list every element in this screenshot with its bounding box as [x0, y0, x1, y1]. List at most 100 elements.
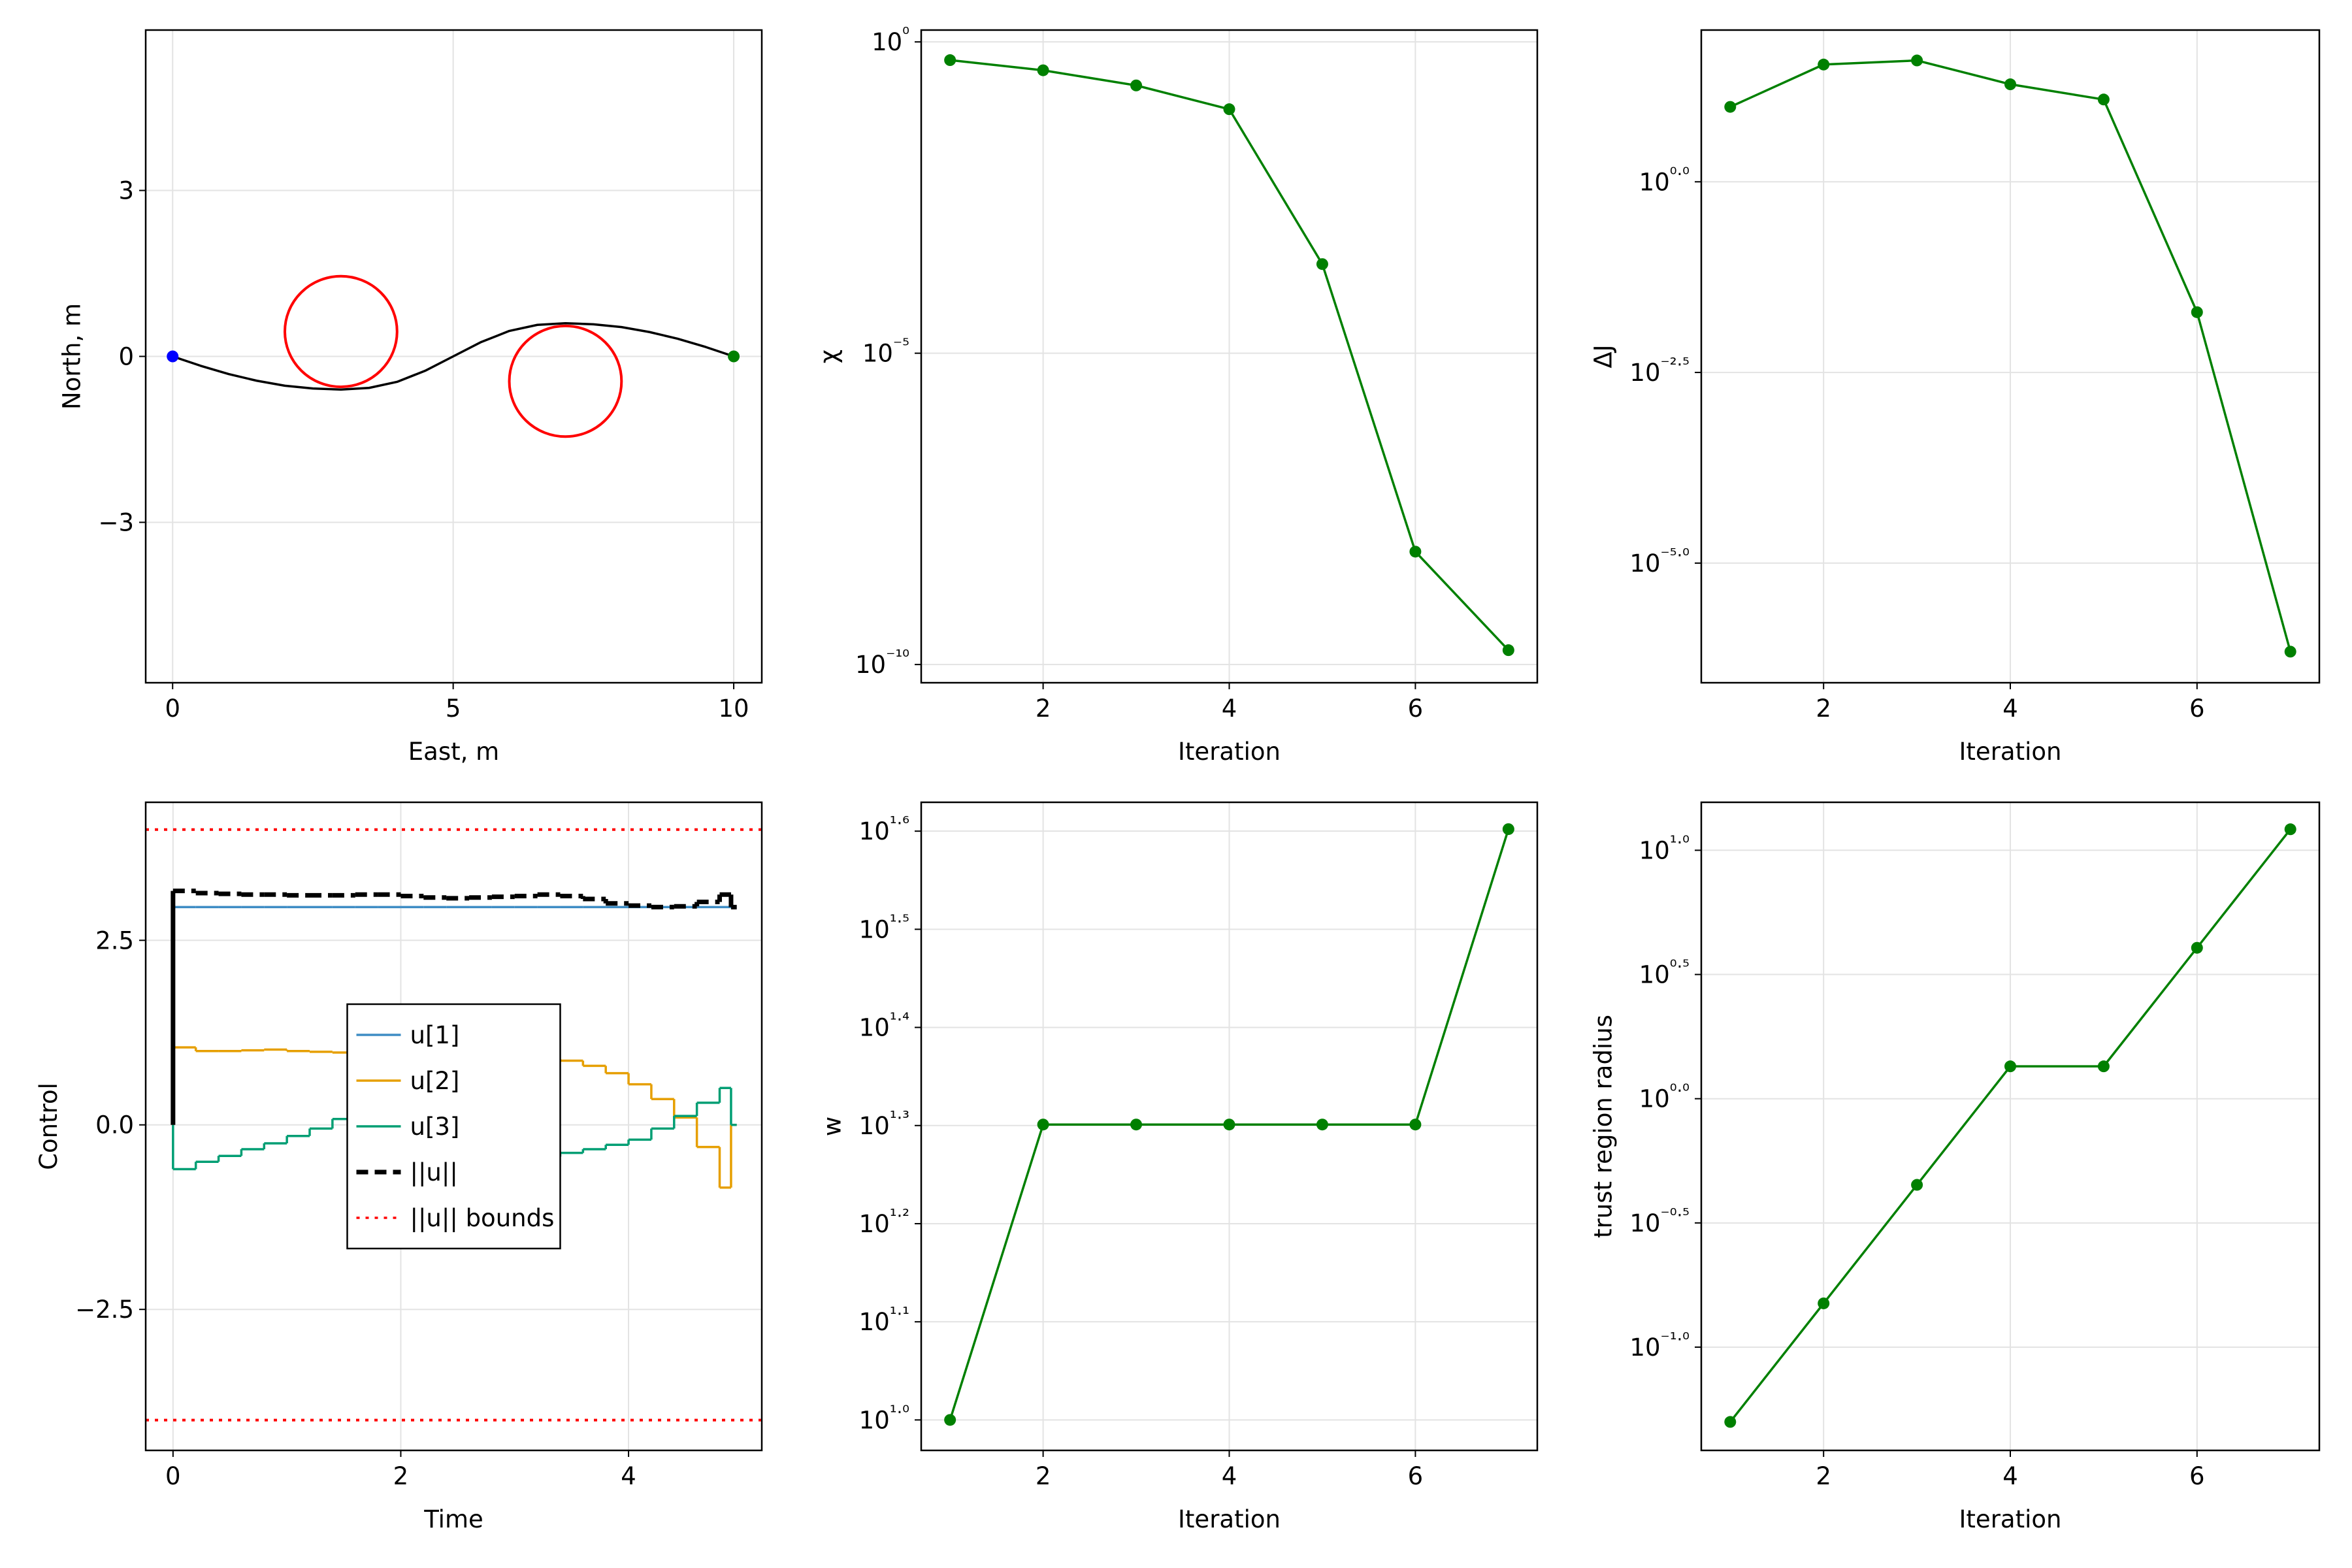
data-point	[2191, 306, 2203, 318]
data-point	[728, 350, 740, 363]
series-line	[172, 321, 734, 391]
x-tick-label: 2	[1036, 1462, 1051, 1490]
x-tick-label: 2	[393, 1462, 409, 1490]
y-tick-label: 10⁻²·⁵	[1629, 355, 1690, 387]
x-tick-label: 10	[719, 694, 749, 723]
panel: 0 2 4 −2.5 0.0 2.5 Time Control u[1] u[2] u[3] ||u|…	[35, 801, 763, 1533]
y-tick-label: 10¹·⁰	[1639, 832, 1690, 864]
y-tick-label: 10⁻⁰·⁵	[1629, 1205, 1690, 1237]
axes-frame	[1700, 801, 2321, 1452]
data-point	[1037, 1119, 1049, 1131]
x-axis-label: East, m	[408, 738, 499, 766]
data-point	[167, 350, 179, 363]
data-point	[1818, 58, 1830, 71]
data-point	[1409, 546, 1422, 558]
y-tick-label: 10¹·²	[859, 1206, 909, 1238]
y-tick-label: 10¹·⁶	[859, 813, 909, 845]
data-point	[1502, 823, 1514, 836]
x-tick-label: 2	[1816, 1462, 1831, 1490]
data-point	[2284, 645, 2296, 658]
x-tick-label: 6	[1408, 694, 1424, 723]
data-point	[2004, 78, 2016, 91]
axes-frame	[144, 29, 763, 684]
y-tick-label: 10⁰·⁰	[1639, 164, 1690, 196]
y-axis-label: ΔJ	[1589, 344, 1617, 368]
x-tick-label: 6	[2189, 1462, 2205, 1490]
panel: 2 4 6 10¹·⁰ 10¹·¹ 10¹·² 10¹·³ 10¹·⁴ 10¹·⁵ 10¹·⁶ It…	[819, 801, 1539, 1533]
y-axis-label: χ	[815, 350, 843, 363]
data-point	[1911, 1179, 1923, 1191]
y-tick-label: 0	[118, 343, 134, 371]
legend-label: ||u||	[410, 1158, 458, 1186]
data-point	[2004, 1060, 2016, 1073]
y-tick-label: 10¹·⁰	[859, 1402, 909, 1434]
y-tick-label: 10¹·⁴	[859, 1010, 909, 1042]
data-point	[1911, 54, 1923, 67]
y-axis-label: Control	[35, 1083, 63, 1170]
x-tick-label: 6	[1408, 1462, 1424, 1490]
panel: 0 5 10 −3 0 3 East, m North, m	[57, 29, 763, 766]
y-tick-label: −2.5	[75, 1296, 134, 1324]
x-axis-label: Iteration	[1178, 738, 1281, 766]
panel: 2 4 6 10⁰ 10⁻⁵ 10⁻¹⁰ Iteration χ	[815, 24, 1539, 766]
legend-label: u[2]	[410, 1067, 460, 1095]
legend-label: ||u|| bounds	[410, 1204, 555, 1232]
x-tick-label: 4	[1222, 694, 1237, 723]
y-tick-label: 10¹·¹	[859, 1304, 909, 1336]
data-point	[1724, 1416, 1737, 1428]
panel: 2 4 6 10⁰·⁰ 10⁻²·⁵ 10⁻⁵·⁰ Iteration ΔJ	[1589, 29, 2321, 766]
y-tick-label: 10⁻⁵·⁰	[1629, 546, 1690, 578]
data-point	[1502, 644, 1514, 657]
y-tick-label: 3	[118, 177, 134, 205]
y-tick-label: 10⁻⁵	[862, 336, 909, 368]
x-axis-label: Iteration	[1959, 738, 2062, 766]
data-point	[1223, 1119, 1235, 1131]
data-point	[1724, 101, 1737, 113]
obstacle	[283, 274, 399, 389]
legend: u[1] u[2] u[3] ||u|| ||u|| bounds	[346, 1003, 561, 1250]
step-series	[171, 889, 737, 1125]
obstacle	[508, 324, 623, 438]
data-point	[1037, 64, 1049, 76]
data-point	[2097, 93, 2110, 106]
x-tick-label: 5	[446, 694, 461, 723]
legend-label: u[3]	[410, 1113, 460, 1141]
y-tick-label: 0.0	[95, 1111, 134, 1139]
legend-label: u[1]	[410, 1021, 460, 1049]
data-point	[2284, 823, 2296, 836]
x-tick-label: 4	[621, 1462, 636, 1490]
x-axis-label: Iteration	[1959, 1505, 2062, 1533]
x-tick-label: 2	[1816, 694, 1831, 723]
panel: 2 4 6 10⁻¹·⁰ 10⁻⁰·⁵ 10⁰·⁰ 10⁰·⁵ 10¹·⁰ Iteration t…	[1589, 801, 2321, 1533]
y-tick-label: 10⁰·⁰	[1639, 1081, 1690, 1113]
y-tick-label: −3	[98, 508, 134, 536]
x-tick-label: 6	[2189, 694, 2205, 723]
data-point	[1130, 79, 1143, 91]
y-tick-label: 10¹·⁵	[859, 911, 909, 943]
data-point	[1223, 103, 1235, 116]
data-point	[1316, 1119, 1328, 1131]
y-tick-label: 10⁻¹⁰	[855, 647, 909, 679]
y-axis-label: North, m	[57, 303, 86, 410]
plot-area	[172, 274, 734, 438]
y-tick-label: 10⁰·⁵	[1639, 957, 1690, 989]
x-tick-label: 0	[165, 1462, 181, 1490]
y-tick-label: 2.5	[95, 926, 134, 955]
y-tick-label: 10⁰	[872, 24, 909, 56]
axes-frame	[144, 801, 763, 1452]
data-point	[1818, 1297, 1830, 1309]
data-point	[2191, 941, 2203, 954]
axes-frame	[920, 29, 1539, 684]
x-tick-label: 2	[1036, 694, 1051, 723]
y-axis-label: trust region radius	[1589, 1015, 1617, 1238]
x-tick-label: 0	[165, 694, 180, 723]
axes-frame	[920, 801, 1539, 1452]
x-tick-label: 4	[2002, 1462, 2018, 1490]
data-point	[1316, 258, 1328, 270]
data-point	[1130, 1119, 1143, 1131]
x-axis-label: Iteration	[1178, 1505, 1281, 1533]
y-tick-label: 10¹·³	[859, 1108, 909, 1140]
